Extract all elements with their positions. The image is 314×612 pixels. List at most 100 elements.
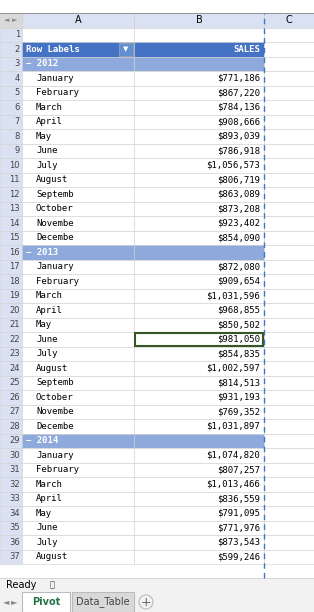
Text: Pivot: Pivot bbox=[32, 597, 60, 607]
Text: 3: 3 bbox=[15, 59, 20, 69]
Bar bbox=[264, 491, 314, 506]
Bar bbox=[0, 71, 22, 86]
Bar bbox=[22, 376, 134, 390]
Bar bbox=[264, 100, 314, 114]
Text: 15: 15 bbox=[9, 233, 20, 242]
Text: ►: ► bbox=[11, 597, 17, 606]
Text: July: July bbox=[36, 161, 57, 170]
Bar bbox=[22, 419, 134, 433]
Text: ►: ► bbox=[12, 17, 17, 23]
Bar bbox=[0, 592, 314, 612]
Bar bbox=[22, 405, 134, 419]
Bar bbox=[264, 520, 314, 535]
Bar bbox=[264, 28, 314, 42]
Bar bbox=[134, 231, 264, 245]
Text: Novembe: Novembe bbox=[36, 407, 73, 416]
Bar bbox=[134, 550, 264, 564]
Text: $863,089: $863,089 bbox=[217, 190, 260, 199]
Text: 22: 22 bbox=[9, 335, 20, 344]
Bar bbox=[0, 245, 22, 259]
Text: 13: 13 bbox=[9, 204, 20, 213]
Bar bbox=[22, 390, 134, 405]
Text: Decembe: Decembe bbox=[36, 422, 73, 431]
Text: Decembe: Decembe bbox=[36, 233, 73, 242]
Bar bbox=[0, 433, 22, 448]
Text: $1,002,597: $1,002,597 bbox=[206, 364, 260, 373]
Text: May: May bbox=[36, 320, 52, 329]
Bar bbox=[0, 390, 22, 405]
Text: June: June bbox=[36, 523, 57, 532]
Bar bbox=[134, 42, 264, 56]
Text: May: May bbox=[36, 509, 52, 518]
Bar bbox=[0, 288, 22, 303]
Bar bbox=[264, 143, 314, 158]
Bar bbox=[134, 86, 264, 100]
Bar bbox=[0, 231, 22, 245]
Text: $836,559: $836,559 bbox=[217, 494, 260, 503]
Bar bbox=[22, 100, 134, 114]
Bar bbox=[264, 86, 314, 100]
Bar bbox=[22, 231, 134, 245]
Bar bbox=[264, 433, 314, 448]
Bar bbox=[22, 318, 134, 332]
Bar bbox=[0, 129, 22, 143]
Bar bbox=[134, 520, 264, 535]
Text: $784,136: $784,136 bbox=[217, 103, 260, 112]
Text: 6: 6 bbox=[15, 103, 20, 112]
Text: $893,039: $893,039 bbox=[217, 132, 260, 141]
Text: $1,031,897: $1,031,897 bbox=[206, 422, 260, 431]
Bar bbox=[0, 173, 22, 187]
Bar bbox=[264, 187, 314, 201]
Bar bbox=[264, 201, 314, 216]
Bar bbox=[0, 216, 22, 231]
Text: $807,257: $807,257 bbox=[217, 465, 260, 474]
Bar bbox=[22, 506, 134, 520]
Text: 11: 11 bbox=[9, 175, 20, 184]
Bar bbox=[264, 274, 314, 288]
Text: 31: 31 bbox=[9, 465, 20, 474]
Text: 17: 17 bbox=[9, 263, 20, 271]
Text: − 2012: − 2012 bbox=[26, 59, 58, 69]
Text: 26: 26 bbox=[9, 393, 20, 401]
Text: August: August bbox=[36, 175, 68, 184]
Text: 16: 16 bbox=[9, 248, 20, 257]
Text: Novembe: Novembe bbox=[36, 218, 73, 228]
Bar bbox=[134, 259, 264, 274]
Bar bbox=[0, 346, 22, 361]
Text: $923,402: $923,402 bbox=[217, 218, 260, 228]
Text: Septemb: Septemb bbox=[36, 378, 73, 387]
Bar bbox=[22, 346, 134, 361]
Text: 33: 33 bbox=[9, 494, 20, 503]
Bar bbox=[264, 318, 314, 332]
Bar bbox=[264, 419, 314, 433]
Text: 27: 27 bbox=[9, 407, 20, 416]
Bar bbox=[0, 405, 22, 419]
Text: Data_Table: Data_Table bbox=[76, 597, 130, 608]
Text: July: July bbox=[36, 538, 57, 547]
Text: February: February bbox=[36, 465, 79, 474]
Bar bbox=[264, 535, 314, 550]
Bar bbox=[264, 158, 314, 173]
Bar bbox=[134, 303, 264, 318]
Bar bbox=[264, 231, 314, 245]
Bar bbox=[134, 535, 264, 550]
Text: − 2014: − 2014 bbox=[26, 436, 58, 446]
Text: $854,090: $854,090 bbox=[217, 233, 260, 242]
Bar bbox=[22, 259, 134, 274]
Text: 35: 35 bbox=[9, 523, 20, 532]
Bar bbox=[134, 477, 264, 491]
Text: $806,719: $806,719 bbox=[217, 175, 260, 184]
Bar bbox=[22, 448, 134, 463]
Text: $599,246: $599,246 bbox=[217, 552, 260, 561]
Text: 📷: 📷 bbox=[50, 581, 55, 589]
Text: May: May bbox=[36, 132, 52, 141]
Bar bbox=[0, 143, 22, 158]
Bar bbox=[264, 506, 314, 520]
Text: 12: 12 bbox=[9, 190, 20, 199]
Bar bbox=[134, 361, 264, 376]
Bar bbox=[134, 332, 264, 346]
Bar bbox=[22, 216, 134, 231]
Text: $909,654: $909,654 bbox=[217, 277, 260, 286]
Bar bbox=[72, 592, 134, 612]
Text: $1,031,596: $1,031,596 bbox=[206, 291, 260, 300]
